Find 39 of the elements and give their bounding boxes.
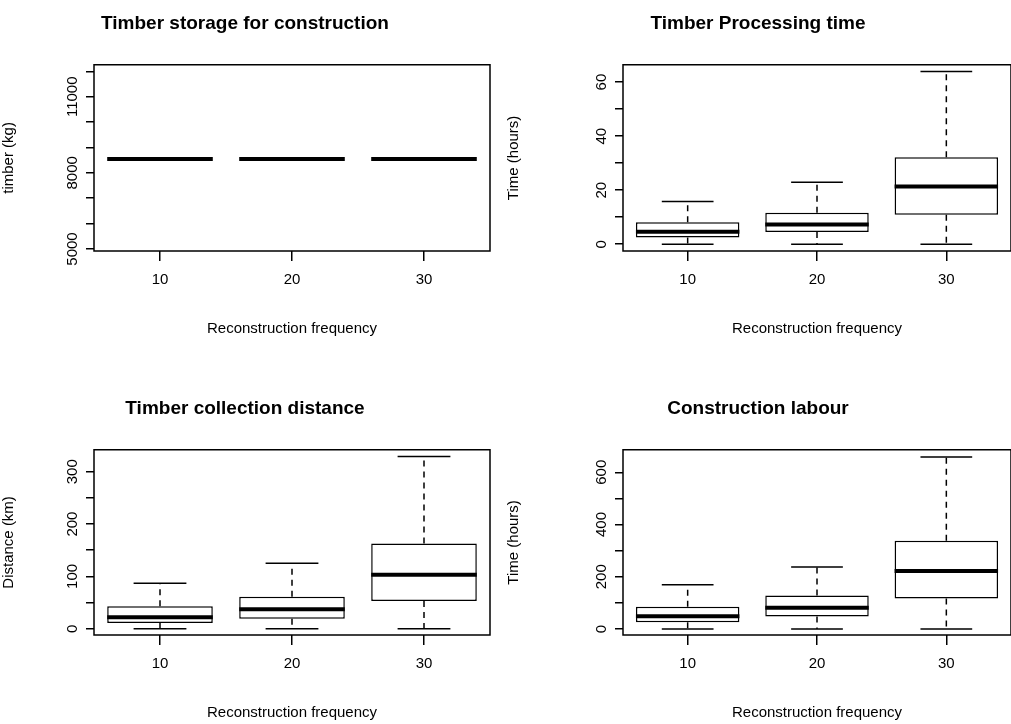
y-tick-label: 60 xyxy=(591,73,609,91)
x-axis-title: Reconstruction frequency xyxy=(206,703,378,721)
x-tick-label: 30 xyxy=(415,270,433,288)
chart-title: Timber collection distance xyxy=(125,396,365,418)
y-axis-title: Distance (km) xyxy=(0,496,17,589)
y-tick-label: 5000 xyxy=(62,232,80,266)
x-axis-title: Reconstruction frequency xyxy=(731,319,903,337)
x-tick-label: 10 xyxy=(679,270,697,288)
x-tick-label: 10 xyxy=(679,654,697,672)
y-tick-label: 200 xyxy=(62,511,80,537)
y-tick-label: 100 xyxy=(62,563,80,589)
y-tick-label: 20 xyxy=(591,181,609,199)
x-tick-label: 10 xyxy=(151,270,169,288)
y-tick-label: 0 xyxy=(591,624,609,634)
y-tick-label: 40 xyxy=(591,127,609,145)
y-tick-label: 8000 xyxy=(62,156,80,190)
y-tick-label: 400 xyxy=(591,511,609,538)
x-tick-label: 30 xyxy=(415,654,433,672)
x-tick-label: 30 xyxy=(937,270,955,288)
chart-title: Construction labour xyxy=(667,396,850,418)
y-tick-label: 0 xyxy=(591,240,609,249)
y-tick-label: 600 xyxy=(591,459,609,485)
x-tick-label: 20 xyxy=(808,654,826,672)
chart-title: Timber storage for construction xyxy=(101,11,389,33)
x-tick-label: 30 xyxy=(937,654,955,672)
y-tick-label: 11000 xyxy=(62,76,80,118)
y-tick-label: 300 xyxy=(62,459,80,485)
y-axis-title: Time (hours) xyxy=(504,500,522,585)
y-tick-label: 0 xyxy=(62,624,80,633)
y-axis-title: timber (kg) xyxy=(0,122,17,194)
x-axis-title: Reconstruction frequency xyxy=(206,319,378,337)
x-axis-title: Reconstruction frequency xyxy=(731,703,903,721)
y-axis-title: Time (hours) xyxy=(504,115,522,201)
x-tick-label: 20 xyxy=(283,654,301,672)
x-tick-label: 20 xyxy=(808,270,826,288)
x-tick-label: 10 xyxy=(151,654,169,672)
y-tick-label: 200 xyxy=(591,564,609,590)
chart-title: Timber Processing time xyxy=(650,11,866,33)
x-tick-label: 20 xyxy=(283,270,301,288)
